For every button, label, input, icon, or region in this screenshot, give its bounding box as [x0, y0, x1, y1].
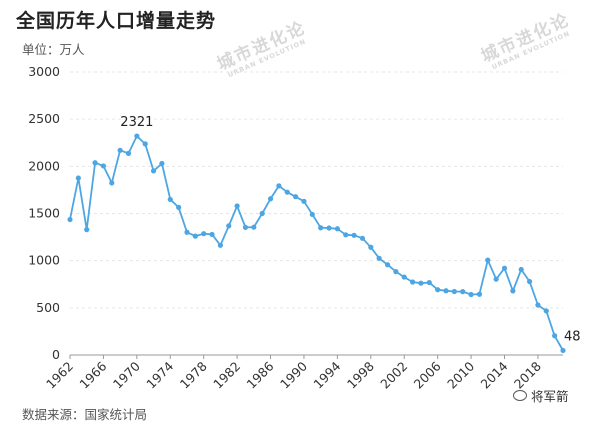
data-point [276, 183, 282, 189]
x-tick-label: 1990 [277, 358, 310, 391]
y-axis-ticks: 0 500 1000 1500 2000 2500 3000 [28, 64, 60, 362]
data-point [343, 232, 349, 238]
data-point [201, 231, 207, 237]
data-point [142, 141, 148, 147]
data-point [259, 210, 265, 217]
data-point [284, 189, 290, 195]
data-point [176, 204, 182, 210]
data-point [134, 133, 140, 139]
data-point [334, 226, 340, 232]
data-point [326, 225, 332, 231]
data-point [535, 302, 541, 308]
author-name: 将军箭 [531, 389, 569, 404]
data-point [217, 242, 224, 248]
data-point [125, 150, 132, 157]
data-point [409, 279, 416, 285]
data-labels: 2321 48 [120, 115, 580, 344]
x-tick-label: 2002 [377, 359, 410, 392]
data-point [150, 168, 157, 174]
data-point [226, 223, 232, 229]
data-point [401, 274, 407, 280]
y-tick-label: 2000 [28, 158, 60, 173]
series-line-group [69, 135, 564, 351]
wechat-icon [513, 390, 527, 401]
data-point [518, 266, 524, 273]
data-point [468, 291, 474, 298]
data-point [476, 291, 483, 297]
data-points [67, 133, 566, 354]
data-point [84, 227, 90, 233]
data-point [560, 347, 566, 354]
data-point [309, 211, 315, 218]
data-point [293, 194, 299, 200]
grid-lines [70, 71, 563, 309]
author-credit: 将军箭 [513, 386, 569, 405]
data-point [109, 180, 115, 186]
data-point [543, 308, 549, 314]
data-point [184, 229, 190, 235]
y-tick-label: 0 [52, 347, 60, 362]
data-point [443, 288, 449, 294]
x-tick-label: 1970 [110, 358, 143, 391]
data-point [418, 280, 424, 286]
data-point [242, 224, 249, 230]
x-tick-label: 1986 [244, 358, 277, 391]
y-tick-label: 3000 [28, 64, 60, 79]
data-point [318, 225, 324, 231]
data-point [117, 147, 123, 153]
data-point [485, 257, 491, 263]
data-point [510, 288, 516, 294]
x-tick-label: 1994 [310, 358, 343, 391]
data-point [100, 163, 107, 169]
data-point [92, 160, 98, 166]
x-tick-label: 1998 [344, 358, 377, 391]
data-point [368, 244, 374, 250]
data-point [460, 289, 466, 295]
data-point [501, 265, 508, 271]
y-tick-label: 1500 [28, 206, 60, 221]
data-point [384, 262, 391, 268]
y-tick-label: 2500 [28, 111, 60, 126]
data-point [493, 276, 499, 282]
data-point [159, 160, 165, 167]
data-point [526, 278, 533, 285]
x-tick-label: 1982 [210, 359, 243, 392]
data-point [251, 224, 257, 230]
data-point [167, 196, 173, 203]
data-point [426, 279, 432, 286]
data-point [451, 288, 457, 295]
data-point [67, 216, 73, 223]
y-tick-label: 500 [36, 300, 60, 315]
y-tick-label: 1000 [28, 253, 60, 268]
x-tick-label: 1966 [76, 358, 109, 391]
x-tick-label: 1974 [143, 358, 176, 391]
x-tick-label: 2010 [444, 358, 477, 391]
data-point [75, 175, 81, 181]
series-line [69, 135, 564, 351]
x-tick-label: 1978 [177, 358, 210, 391]
data-point [351, 232, 357, 238]
data-point [376, 255, 382, 261]
data-label: 48 [564, 329, 581, 344]
x-axis-ticks: 1962 1966 1970 1974 1978 1982 1986 1990 1994 1998… [43, 355, 544, 392]
data-point [209, 231, 215, 238]
data-point [301, 198, 307, 204]
data-point [435, 287, 441, 293]
data-label: 2321 [120, 115, 153, 130]
data-point [192, 233, 198, 239]
data-point [267, 196, 274, 202]
x-tick-label: 1962 [43, 359, 76, 392]
data-point [393, 269, 399, 275]
data-point [552, 333, 558, 339]
data-point [234, 203, 240, 209]
source-label: 数据来源：国家统计局 [22, 407, 148, 422]
x-tick-label: 2014 [478, 358, 511, 391]
unit-label: 单位：万人 [22, 42, 85, 57]
data-point [359, 235, 366, 241]
x-tick-label: 2006 [411, 358, 444, 391]
chart-title: 全国历年人口增量走势 [16, 10, 217, 32]
